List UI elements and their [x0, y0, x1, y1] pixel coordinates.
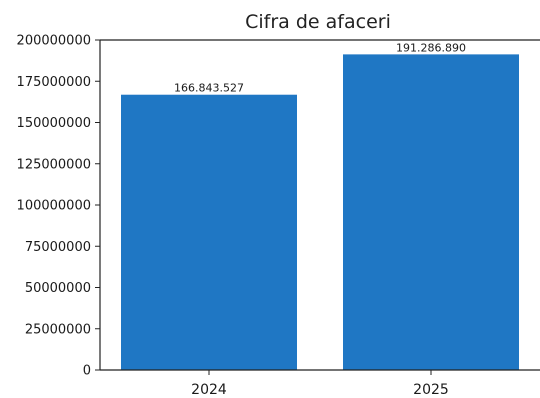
y-tick-label: 175000000 [17, 75, 91, 90]
bar-2024 [121, 94, 297, 370]
bars [121, 54, 519, 370]
y-tick-label: 200000000 [17, 34, 91, 49]
y-tick-label: 50000000 [25, 281, 91, 296]
data-label-2024: 166.843.527 [174, 82, 244, 95]
y-tick-label: 125000000 [17, 157, 91, 172]
x-tick-label: 2025 [413, 382, 449, 398]
x-tick-label: 2024 [191, 382, 227, 398]
y-tick-label: 0 [83, 364, 91, 379]
x-axis: 2024 2025 [191, 370, 449, 398]
bar-2025 [343, 54, 519, 370]
y-axis: 0 25000000 50000000 75000000 100000000 125000… [17, 34, 100, 379]
y-tick-label: 150000000 [17, 116, 91, 131]
data-labels: 166.843.527 191.286.890 [174, 41, 466, 94]
data-label-2025: 191.286.890 [396, 41, 466, 54]
chart-title: Cifra de afaceri [245, 11, 391, 33]
y-tick-label: 75000000 [25, 240, 91, 255]
y-tick-label: 25000000 [25, 322, 91, 337]
y-tick-label: 100000000 [17, 199, 91, 214]
